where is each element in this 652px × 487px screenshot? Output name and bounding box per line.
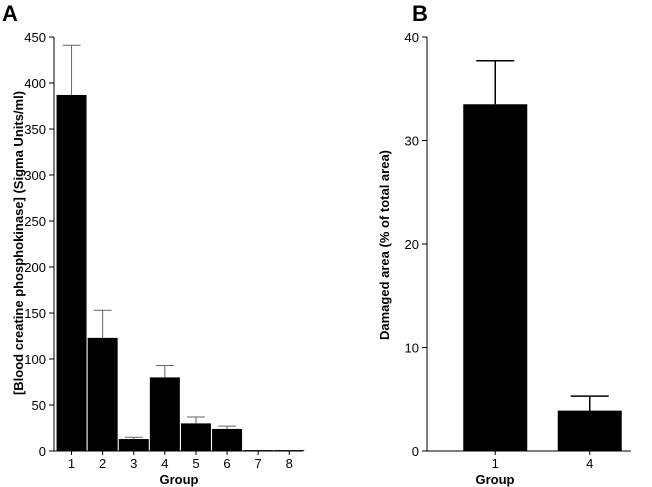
panel-b-x-tick-label-4: 4: [586, 456, 593, 471]
panel-b-x-axis-title: Group: [476, 472, 515, 487]
panel-a-x-axis-title: Group: [160, 472, 199, 487]
panel-a-y-tick-label: 450: [24, 30, 46, 45]
panel-a-bar-5: [180, 423, 211, 451]
panel-b: B Damaged area (% of total area) Group 0…: [377, 1, 631, 487]
panel-a-bar-2: [87, 337, 118, 451]
panel-a-y-tick-label: 200: [24, 260, 46, 275]
panel-b-y-tick-label: 10: [405, 341, 419, 356]
panel-a: A [Blood creatine phosphokinase] (Sigma …: [2, 1, 305, 487]
panel-b-y-tick-label: 30: [405, 134, 419, 149]
panel-a-y-tick-label: 250: [24, 214, 46, 229]
panel-a-y-tick-label: 150: [24, 306, 46, 321]
panel-b-y-tick-label: 40: [405, 30, 419, 45]
panel-a-x-tick-label-6: 6: [223, 456, 230, 471]
panel-a-x-tick-label-5: 5: [192, 456, 199, 471]
panel-b-y-axis-title: Damaged area (% of total area): [377, 150, 392, 340]
panel-a-plot: 0 50 100 150 200 250 300 350 400 450 1 2 3 4 5 6 7 8: [24, 30, 305, 471]
panel-a-x-tick-label-1: 1: [68, 456, 75, 471]
panel-a-x-tick-label-8: 8: [286, 456, 293, 471]
panel-a-y-tick-label: 50: [32, 398, 46, 413]
panel-a-bar-6: [212, 428, 243, 451]
panel-b-x-tick-label-1: 1: [492, 456, 499, 471]
panel-b-y-tick-label: 0: [412, 444, 419, 459]
panel-a-letter: A: [2, 1, 18, 26]
panel-a-bar-4: [149, 377, 180, 451]
panel-b-letter: B: [412, 1, 428, 26]
panel-a-y-tick-label: 100: [24, 352, 46, 367]
panel-a-x-tick-label-3: 3: [130, 456, 137, 471]
panel-a-x-tick-label-7: 7: [255, 456, 262, 471]
panel-a-x-tick-label-2: 2: [99, 456, 106, 471]
panel-a-y-tick-label: 350: [24, 122, 46, 137]
panel-a-bar-7: [243, 450, 274, 451]
panel-b-bar-4: [557, 410, 622, 451]
panel-a-y-tick-label: 0: [39, 444, 46, 459]
panel-a-y-tick-label: 400: [24, 76, 46, 91]
panel-a-x-tick-label-4: 4: [161, 456, 168, 471]
panel-b-plot: 0 10 20 30 40 1 4: [405, 30, 631, 471]
panel-a-bar-1: [56, 94, 87, 452]
panel-a-y-axis-title: [Blood creatine phosphokinase] (Sigma Un…: [11, 91, 26, 395]
panel-a-bar-8: [274, 450, 305, 451]
panel-a-y-tick-label: 300: [24, 168, 46, 183]
panel-a-bar-3: [118, 439, 149, 451]
panel-b-y-tick-label: 20: [405, 237, 419, 252]
panel-b-bar-1: [463, 104, 528, 452]
